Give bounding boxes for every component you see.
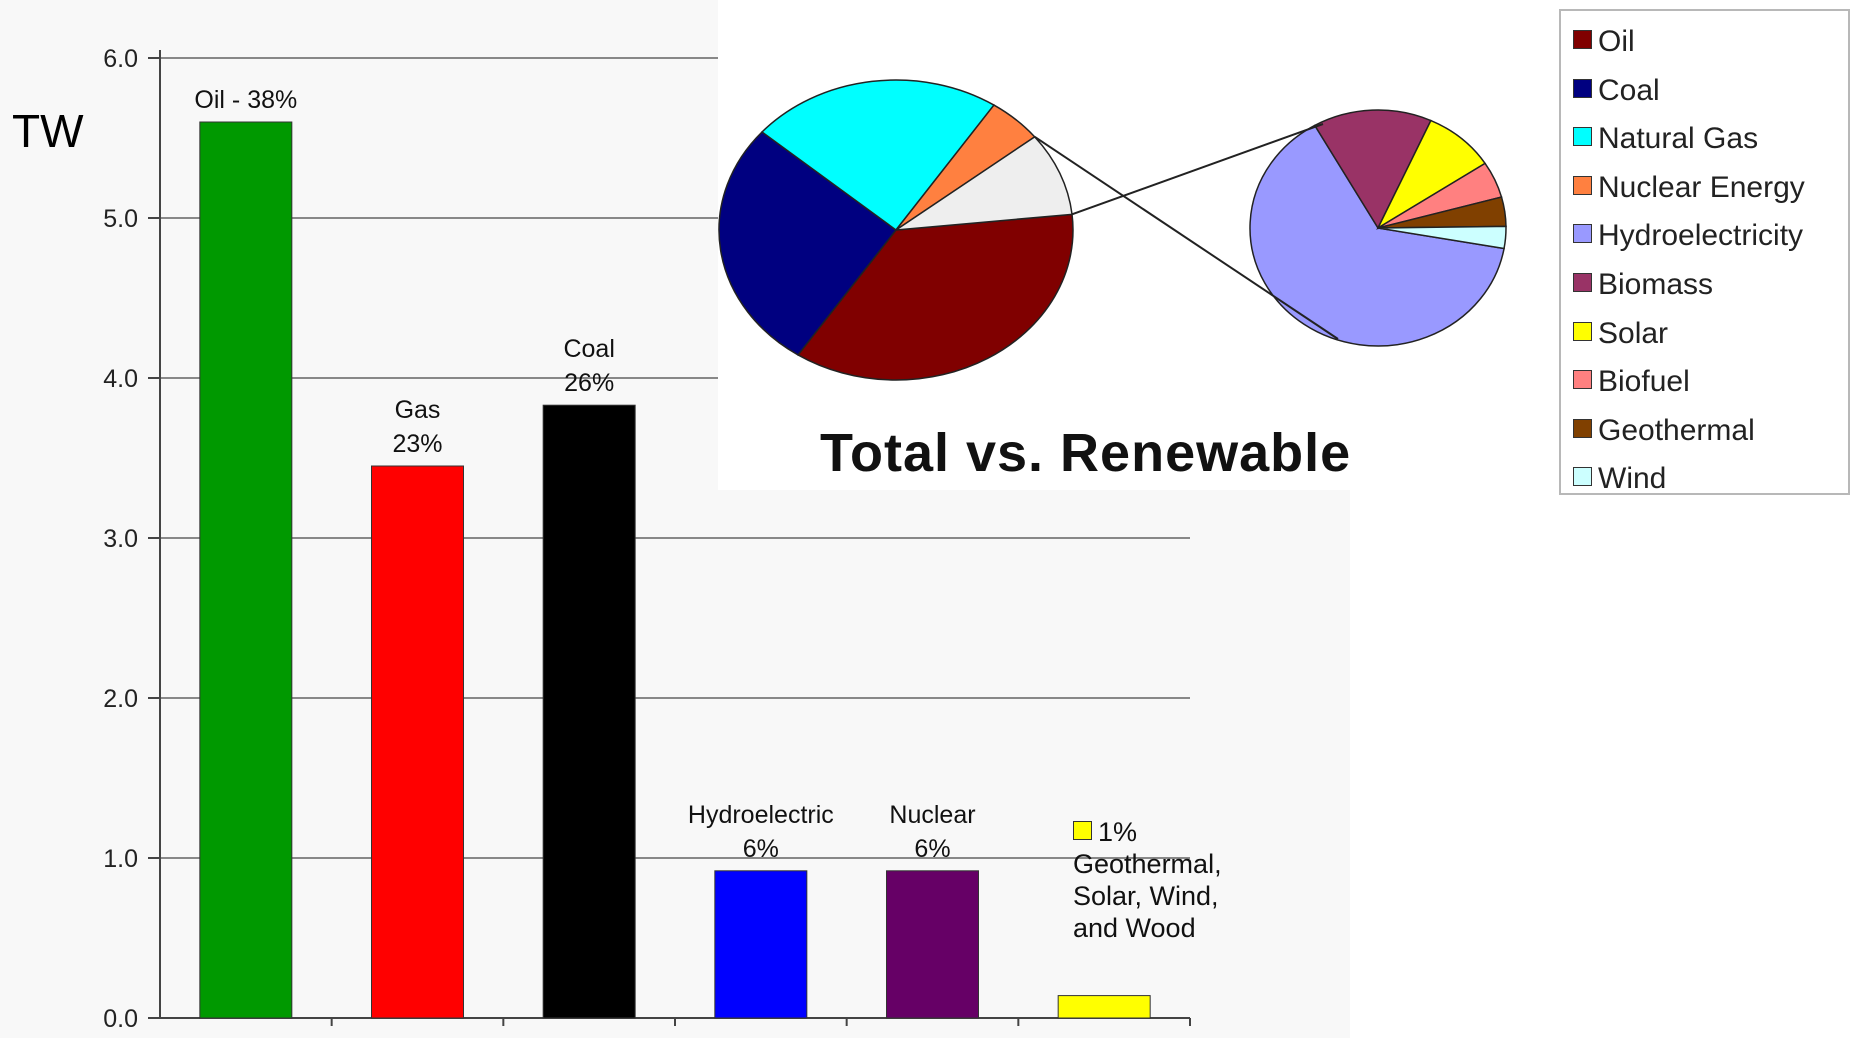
legend-swatch bbox=[1573, 30, 1592, 49]
bar-coal bbox=[542, 404, 636, 1019]
renewable-slice-wind bbox=[1377, 225, 1507, 250]
legend-item-natural-gas: Natural Gas bbox=[1573, 122, 1758, 166]
y-tick-label: 6.0 bbox=[103, 45, 138, 73]
connector-line-bottom bbox=[1034, 135, 1339, 340]
other-sources-note-line-4: and Wood bbox=[1073, 913, 1196, 943]
legend-item-biofuel: Biofuel bbox=[1573, 365, 1690, 409]
bar-nuclear bbox=[886, 870, 979, 1019]
legend-label: Natural Gas bbox=[1598, 122, 1759, 156]
y-tick-label: 4.0 bbox=[103, 365, 138, 393]
renewable-slice-biomass bbox=[1313, 109, 1432, 230]
legend-item-oil: Oil bbox=[1573, 25, 1635, 69]
data-label-coal: 26% bbox=[564, 369, 614, 397]
y-tick-label: 0.0 bbox=[103, 1005, 138, 1033]
total-slice-natural-gas bbox=[760, 79, 996, 232]
legend-swatch bbox=[1573, 418, 1592, 438]
legend-item-wind: Wind bbox=[1573, 462, 1666, 506]
legend-swatch bbox=[1573, 273, 1592, 292]
bar-gas bbox=[371, 465, 464, 1019]
data-label-hydroelectric: Hydroelectric bbox=[688, 801, 834, 829]
data-label-coal: Coal bbox=[563, 335, 614, 363]
legend-swatch bbox=[1573, 321, 1592, 341]
legend-swatch bbox=[1573, 175, 1592, 195]
legend-label: Wind bbox=[1598, 462, 1667, 496]
legend-label: Nuclear Energy bbox=[1598, 170, 1805, 204]
legend-label: Geothermal bbox=[1598, 413, 1755, 447]
legend-item-solar: Solar bbox=[1573, 317, 1668, 361]
bar-chart: 0.0 1.0 2.0 3.0 4.0 5.0 6.0 Oil - 38% Gas 23% Coal… bbox=[103, 45, 1191, 1033]
legend-label: Hydroelectricity bbox=[1598, 219, 1804, 253]
total-slice-coal bbox=[718, 131, 898, 356]
renewable-slice-hydroelectricity bbox=[1249, 124, 1505, 347]
legend-item-hydroelectricity: Hydroelectricity bbox=[1573, 219, 1803, 263]
other-sources-note-line-3: Solar, Wind, bbox=[1073, 881, 1219, 911]
data-label-oil: Oil - 38% bbox=[194, 86, 297, 114]
y-tick-label: 5.0 bbox=[103, 205, 138, 233]
bar-oil bbox=[199, 121, 293, 1019]
legend-label: Biomass bbox=[1598, 268, 1714, 301]
legend-swatch bbox=[1573, 78, 1592, 98]
other-sources-swatch bbox=[1073, 821, 1092, 840]
data-label-gas: Gas bbox=[395, 396, 441, 424]
data-label-gas: 23% bbox=[392, 430, 442, 458]
y-tick-label: 1.0 bbox=[103, 845, 138, 873]
legend-swatch bbox=[1573, 224, 1592, 244]
legend-item-nuclear-energy: Nuclear Energy bbox=[1573, 171, 1805, 215]
other-sources-note-line-2: Geothermal, bbox=[1073, 849, 1222, 879]
other-sources-note: 1% Geothermal, Solar, Wind, and Wood bbox=[1073, 816, 1273, 944]
bar-hydroelectric bbox=[714, 870, 808, 1019]
legend-label: Solar bbox=[1598, 316, 1669, 350]
legend-item-biomass: Biomass bbox=[1573, 268, 1713, 312]
legend-label: Oil bbox=[1598, 25, 1635, 58]
pie-chart-title: Total vs. Renewable bbox=[820, 423, 1352, 483]
pie-legend: Oil Coal Natural Gas Nuclear Energy Hydroele… bbox=[1559, 9, 1850, 495]
y-axis-unit-label: TW bbox=[12, 105, 84, 157]
bar-geothermal-solar-wind-and-wood bbox=[1057, 995, 1151, 1019]
y-tick-label: 2.0 bbox=[103, 685, 138, 713]
other-sources-note-line-1: 1% bbox=[1073, 816, 1273, 848]
legend-item-coal: Coal bbox=[1573, 74, 1660, 118]
connector-line-top bbox=[1071, 123, 1324, 216]
data-label-nuclear: Nuclear bbox=[889, 801, 975, 829]
legend-swatch bbox=[1573, 370, 1592, 390]
y-tick-label: 3.0 bbox=[103, 525, 138, 553]
legend-label: Coal bbox=[1598, 73, 1660, 107]
legend-swatch bbox=[1573, 467, 1592, 487]
legend-swatch bbox=[1573, 127, 1592, 147]
data-label-nuclear: 6% bbox=[914, 835, 950, 863]
data-label-hydroelectric: 6% bbox=[743, 835, 779, 863]
total-slice-oil bbox=[796, 213, 1074, 381]
legend-item-geothermal: Geothermal bbox=[1573, 414, 1755, 458]
legend-label: Biofuel bbox=[1598, 365, 1690, 399]
